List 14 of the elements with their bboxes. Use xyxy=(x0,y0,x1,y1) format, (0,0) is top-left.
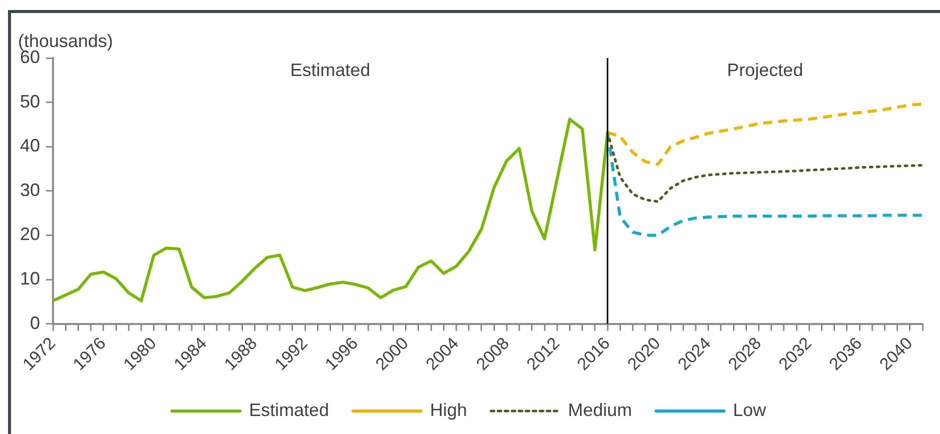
legend-label: Low xyxy=(733,400,768,420)
y-axis-title: (thousands) xyxy=(18,30,114,51)
annotation: Estimated xyxy=(290,60,370,80)
y-tick-label: 20 xyxy=(20,224,40,244)
legend-label: Medium xyxy=(568,400,632,420)
line-series xyxy=(606,131,924,203)
y-tick-label: 10 xyxy=(20,268,40,288)
y-tick-label: 50 xyxy=(20,91,40,112)
y-tick-label: 40 xyxy=(20,136,40,156)
legend-label: Estimated xyxy=(248,400,329,420)
legend-label: High xyxy=(430,400,468,420)
annotation: Projected xyxy=(727,60,804,80)
y-tick-label: 30 xyxy=(20,180,40,200)
y-tick-label: 0 xyxy=(30,312,40,333)
